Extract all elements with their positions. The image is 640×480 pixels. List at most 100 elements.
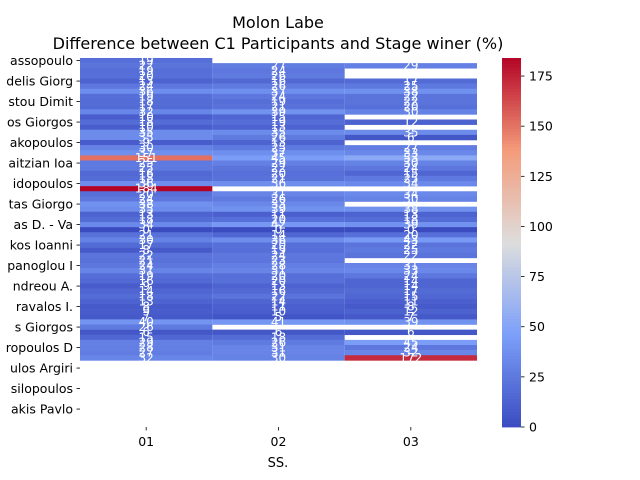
colorbar-segment: [502, 193, 521, 197]
colorbar-segment: [502, 187, 521, 191]
cell-value-label: 6: [275, 325, 283, 339]
cell-value-label: 35: [139, 125, 154, 139]
colorbar-segment: [502, 190, 521, 194]
colorbar-segment: [502, 251, 521, 256]
heatmap-cell: [80, 104, 213, 110]
colorbar-segment: [502, 61, 521, 65]
heatmap-cell: [344, 211, 477, 218]
cell-value-label: 17: [403, 74, 418, 88]
colorbar-segment: [502, 205, 521, 210]
colorbar-segment: [502, 131, 521, 136]
colorbar-segment: [502, 85, 521, 90]
colorbar-segment: [502, 199, 521, 203]
cell-value-label: 25: [403, 243, 418, 257]
heatmap-cell: [212, 119, 345, 125]
cell-value-label: 17: [139, 100, 154, 114]
cell-value-label: 36: [139, 84, 154, 98]
heatmap-cell: [80, 278, 213, 284]
cell-value-label: 14: [271, 294, 286, 308]
heatmap-cell: [80, 170, 213, 177]
heatmap-cell: [80, 73, 213, 79]
heatmap-cell: [212, 345, 345, 351]
cell-value-label: 21: [271, 100, 286, 114]
heatmap-cell: [80, 93, 213, 100]
heatmap-cell: [212, 232, 345, 238]
colorbar-segment: [502, 405, 521, 409]
colorbar-segment: [502, 79, 521, 83]
heatmap-cell: [80, 206, 213, 213]
heatmap-cell: [80, 257, 213, 264]
cell-value-label: 31: [271, 341, 286, 355]
heatmap-cell: [80, 196, 213, 202]
colorbar-segment: [502, 304, 521, 308]
cell-value-label: 34: [139, 218, 154, 232]
colorbar-segment: [502, 282, 521, 286]
cell-value-label: 31: [271, 264, 286, 278]
cell-value-label: 38: [403, 84, 418, 98]
row-label: delis Giorg: [6, 74, 73, 89]
cell-value-label: 36: [271, 233, 286, 247]
cell-value-label: 25: [139, 156, 154, 170]
colorbar-segment: [502, 236, 521, 240]
heatmap-cell: [344, 252, 477, 259]
cell-value-label: 19: [271, 243, 286, 257]
colorbar-segment: [502, 316, 521, 320]
colorbar-segment: [502, 162, 521, 167]
cell-value-label: 0: [407, 223, 415, 237]
cell-value-label: 10: [271, 305, 286, 319]
cell-value-label: 26: [271, 192, 286, 206]
heatmap-cell: [212, 145, 345, 151]
colorbar-tick-label: 25: [529, 369, 545, 384]
cell-value-label: 18: [139, 115, 154, 129]
row-labels: assopoulo delis Giorg stou Dimit os Giorgos…: [6, 53, 80, 417]
cell-value-label: 31: [139, 264, 154, 278]
cell-value-label: 14: [139, 284, 154, 298]
cell-value-label: 24: [403, 269, 418, 283]
colorbar-segment: [502, 285, 521, 290]
cell-value-label: 17: [403, 284, 418, 298]
heatmap-cell: [344, 78, 477, 84]
cell-value-label: 15: [403, 166, 418, 180]
cell-value-label: 27: [403, 141, 418, 155]
cell-value-label: 10: [139, 110, 154, 124]
cell-value-label: 25: [139, 161, 154, 175]
heatmap-cell: [212, 283, 345, 289]
heatmap-cell: [80, 334, 213, 341]
heatmap-cell: [344, 93, 477, 100]
cell-value-label: 15: [139, 330, 154, 344]
cell-value-label: 14: [403, 274, 418, 288]
cell-value-label: 13: [139, 207, 154, 221]
heatmap-cell: [212, 165, 345, 172]
colorbar-segment: [502, 70, 521, 74]
heatmap-cell: [80, 273, 213, 279]
cell-value-label: 20: [271, 274, 286, 288]
heatmap-cell: [344, 160, 477, 166]
cell-value-label: 24: [271, 89, 286, 103]
heatmap-cell: [212, 237, 345, 243]
heatmap-cell: [344, 319, 477, 325]
cell-value-label: 30: [139, 233, 154, 247]
chart-subtitle: Difference between C1 Participants and S…: [53, 34, 504, 53]
cell-value-label: 27: [139, 346, 154, 360]
cell-value-label: 30: [139, 141, 154, 155]
heatmap-cell: [80, 140, 213, 146]
cell-value-label: 39: [403, 218, 418, 232]
heatmap-cell: [212, 129, 345, 136]
cell-value-label: 45: [403, 335, 418, 349]
colorbar-segment: [502, 171, 521, 176]
cell-value-label: 37: [139, 146, 154, 160]
colorbar-segment: [502, 119, 521, 123]
cell-value-label: 13: [403, 207, 418, 221]
heatmap-cell: [344, 314, 477, 320]
cell-value-label: 24: [139, 259, 154, 273]
heatmap-cell: [344, 206, 477, 213]
cell-value-label: 26: [139, 320, 154, 334]
colorbar-segment: [502, 137, 521, 142]
colorbar-segment: [502, 356, 521, 360]
cell-value-label: 0: [142, 223, 150, 237]
heatmap-cell: [80, 283, 213, 289]
heatmap-cell: [212, 216, 345, 223]
cell-value-label: 15: [271, 110, 286, 124]
heatmap-cell: [212, 288, 345, 295]
cell-value-label: 14: [271, 228, 286, 242]
